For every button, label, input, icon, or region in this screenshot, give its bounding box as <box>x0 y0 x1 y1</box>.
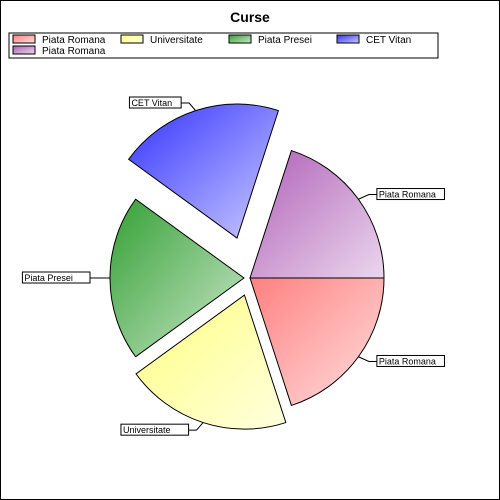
legend-label-3: CET Vitan <box>366 35 411 46</box>
legend-label-4: Piata Romana <box>42 46 106 57</box>
callout-line-1 <box>189 423 203 431</box>
legend-label-0: Piata Romana <box>42 35 106 46</box>
legend-label-2: Piata Presei <box>258 35 312 46</box>
legend-swatch-4 <box>13 46 35 54</box>
callout-line-0 <box>358 357 376 362</box>
legend-swatch-0 <box>13 35 35 43</box>
chart-title: Curse <box>230 9 270 25</box>
legend-swatch-3 <box>337 35 359 43</box>
legend-swatch-2 <box>229 35 251 43</box>
pie-slices <box>110 104 384 429</box>
pie-slice-4 <box>250 151 384 278</box>
legend-swatch-1 <box>121 35 143 43</box>
callout-label-2: Piata Presei <box>24 273 73 283</box>
callout-label-4: Piata Romana <box>379 190 436 200</box>
legend: Piata Romana Universitate Piata Presei CET … <box>9 33 438 58</box>
callout-line-3 <box>181 103 195 111</box>
callout-label-1: Universitate <box>123 425 171 435</box>
callout-label-3: CET Vitan <box>131 98 172 108</box>
callout-line-4 <box>358 195 376 200</box>
callout-label-0: Piata Romana <box>379 356 436 366</box>
legend-label-1: Universitate <box>150 35 203 46</box>
